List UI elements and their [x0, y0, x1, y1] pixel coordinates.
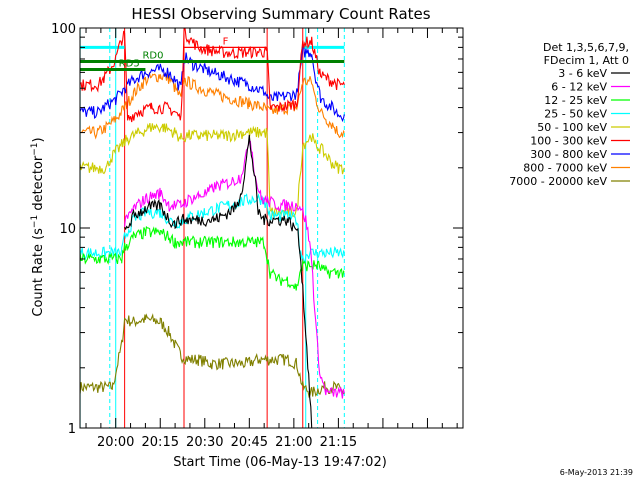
x-tick-label: 20:45 — [231, 435, 268, 450]
y-tick-label: 1 — [68, 422, 76, 437]
series-line-8 — [80, 71, 345, 140]
legend-entry-label: 50 - 100 keV — [537, 121, 607, 134]
series-line-3 — [79, 225, 345, 291]
flag-label-f: F — [223, 36, 229, 47]
legend-entry-label: 25 - 50 keV — [544, 108, 607, 121]
x-tick-label: 20:00 — [97, 435, 134, 450]
legend-entry-label: 3 - 6 keV — [558, 67, 607, 80]
series-line-6 — [79, 27, 345, 123]
y-axis-label: Count Rate (s−1 detector−1) — [30, 137, 46, 316]
legend-header-detectors: Det 1,3,5,6,7,9, — [543, 41, 629, 54]
series-line-4 — [79, 193, 345, 265]
datestamp: 6-May-2013 21:39 — [560, 468, 633, 477]
series-line-5 — [79, 122, 345, 218]
legend-entry-label: 7000 - 20000 keV — [509, 175, 607, 188]
x-tick-label: 21:15 — [320, 435, 357, 450]
x-tick-label: 21:00 — [275, 435, 312, 450]
series-line-1 — [124, 134, 313, 429]
legend-header-decimation: FDecim 1, Att 0 — [544, 54, 629, 67]
flag-label-rd5: RD5 — [119, 59, 140, 70]
axes: 1 10 100 20:00 20:15 20:30 20:45 21:00 21:15 — [51, 22, 464, 450]
legend-entry-label: 6 - 12 keV — [551, 81, 607, 94]
x-tick-label: 20:15 — [142, 435, 179, 450]
series-line-2 — [124, 140, 345, 399]
x-axis-label: Start Time (06-May-13 19:47:02) — [173, 455, 387, 470]
series-line-9 — [79, 313, 345, 399]
x-tick-label: 20:30 — [186, 435, 223, 450]
chart-title: HESSI Observing Summary Count Rates — [131, 5, 430, 23]
legend-entry-label: 800 - 7000 keV — [523, 162, 607, 175]
y-tick-label: 100 — [51, 22, 76, 37]
y-tick-label: 10 — [59, 222, 76, 237]
legend-entry-label: 12 - 25 keV — [544, 94, 607, 107]
legend-entry-label: 100 - 300 keV — [530, 135, 607, 148]
legend-entry-label: 300 - 800 keV — [530, 148, 607, 161]
legend: Det 1,3,5,6,7,9, FDecim 1, Att 0 3 - 6 k… — [509, 41, 630, 188]
flag-label-rd0: RD0 — [142, 50, 163, 61]
